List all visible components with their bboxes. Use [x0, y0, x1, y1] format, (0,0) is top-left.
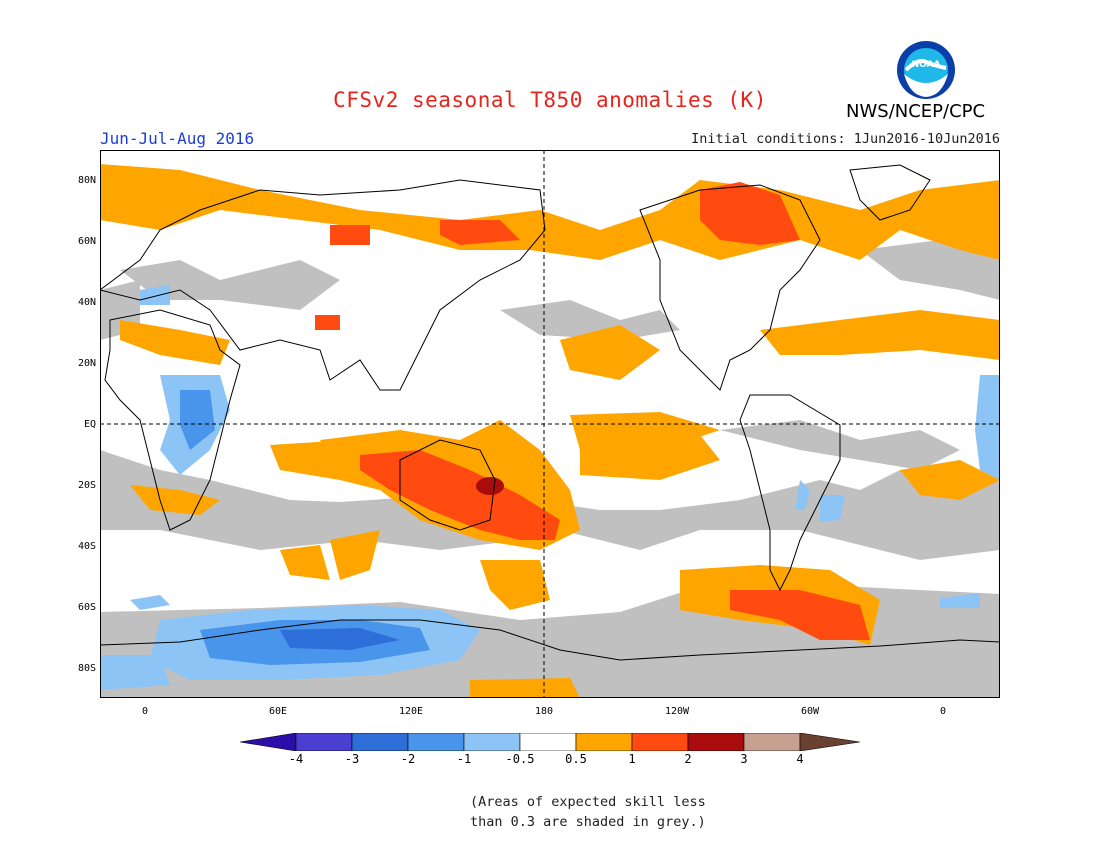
color-bar-tick-label: -0.5	[505, 752, 535, 766]
lon-label: 60E	[268, 706, 288, 717]
chart-title: CFSv2 seasonal T850 anomalies (K)	[333, 88, 767, 112]
lon-label: 180	[534, 706, 554, 717]
negative-anomaly-areas	[100, 285, 1000, 690]
color-bar-tick-label: -1	[456, 752, 472, 766]
lon-label: 120W	[664, 706, 690, 717]
period-label: Jun-Jul-Aug 2016	[100, 129, 255, 148]
lat-label: 20N	[77, 358, 96, 369]
lat-label: 40N	[77, 297, 96, 308]
lon-label: 120E	[398, 706, 424, 717]
lat-label: 20S	[77, 480, 96, 491]
very-strong-positive-anomaly-areas	[476, 477, 504, 495]
color-bar-tick-label: -2	[400, 752, 416, 766]
color-bar-segment	[240, 733, 297, 751]
color-bar-segment	[295, 733, 353, 751]
color-bar-segment	[687, 733, 745, 751]
lon-label: 0	[141, 706, 149, 717]
color-bar-segment	[407, 733, 465, 751]
color-bar-segment	[631, 733, 689, 751]
lon-label: 0	[939, 706, 947, 717]
noaa-logo: NOAA	[897, 41, 955, 99]
lon-label: 60W	[800, 706, 820, 717]
lat-label: 60N	[77, 236, 96, 247]
noaa-logo-text: NOAA	[912, 60, 941, 70]
skill-note: (Areas of expected skill less than 0.3 a…	[470, 792, 730, 832]
color-bar-tick-label: -4	[288, 752, 304, 766]
strong-positive-anomaly-areas	[315, 182, 870, 640]
anomaly-map	[100, 150, 1000, 698]
color-bar-segment	[519, 733, 577, 751]
color-bar-segment	[463, 733, 521, 751]
lat-label: 80N	[77, 175, 96, 186]
color-bar-tick-label: 4	[796, 752, 804, 766]
lat-label: 80S	[77, 663, 96, 674]
color-bar	[240, 733, 860, 751]
organization-label: NWS/NCEP/CPC	[846, 101, 986, 122]
color-bar-tick-label: 0.5	[565, 752, 587, 766]
lat-label: 60S	[77, 602, 96, 613]
color-bar-segment	[575, 733, 633, 751]
color-bar-tick-label: 1	[628, 752, 636, 766]
color-bar-segment	[351, 733, 409, 751]
color-bar-segment	[743, 733, 801, 751]
lat-label: 40S	[77, 541, 96, 552]
color-bar-tick-label: 3	[740, 752, 748, 766]
skill-note-line-1: (Areas of expected skill less	[470, 794, 706, 810]
lat-label: EQ	[83, 419, 96, 430]
initial-conditions-label: Initial conditions: 1Jun2016-10Jun2016	[691, 131, 1000, 147]
color-bar-tick-label: 2	[684, 752, 692, 766]
color-bar-segment	[799, 733, 860, 751]
skill-note-line-2: than 0.3 are shaded in grey.)	[470, 814, 706, 830]
color-bar-tick-label: -3	[344, 752, 360, 766]
coastlines	[100, 164, 1000, 661]
